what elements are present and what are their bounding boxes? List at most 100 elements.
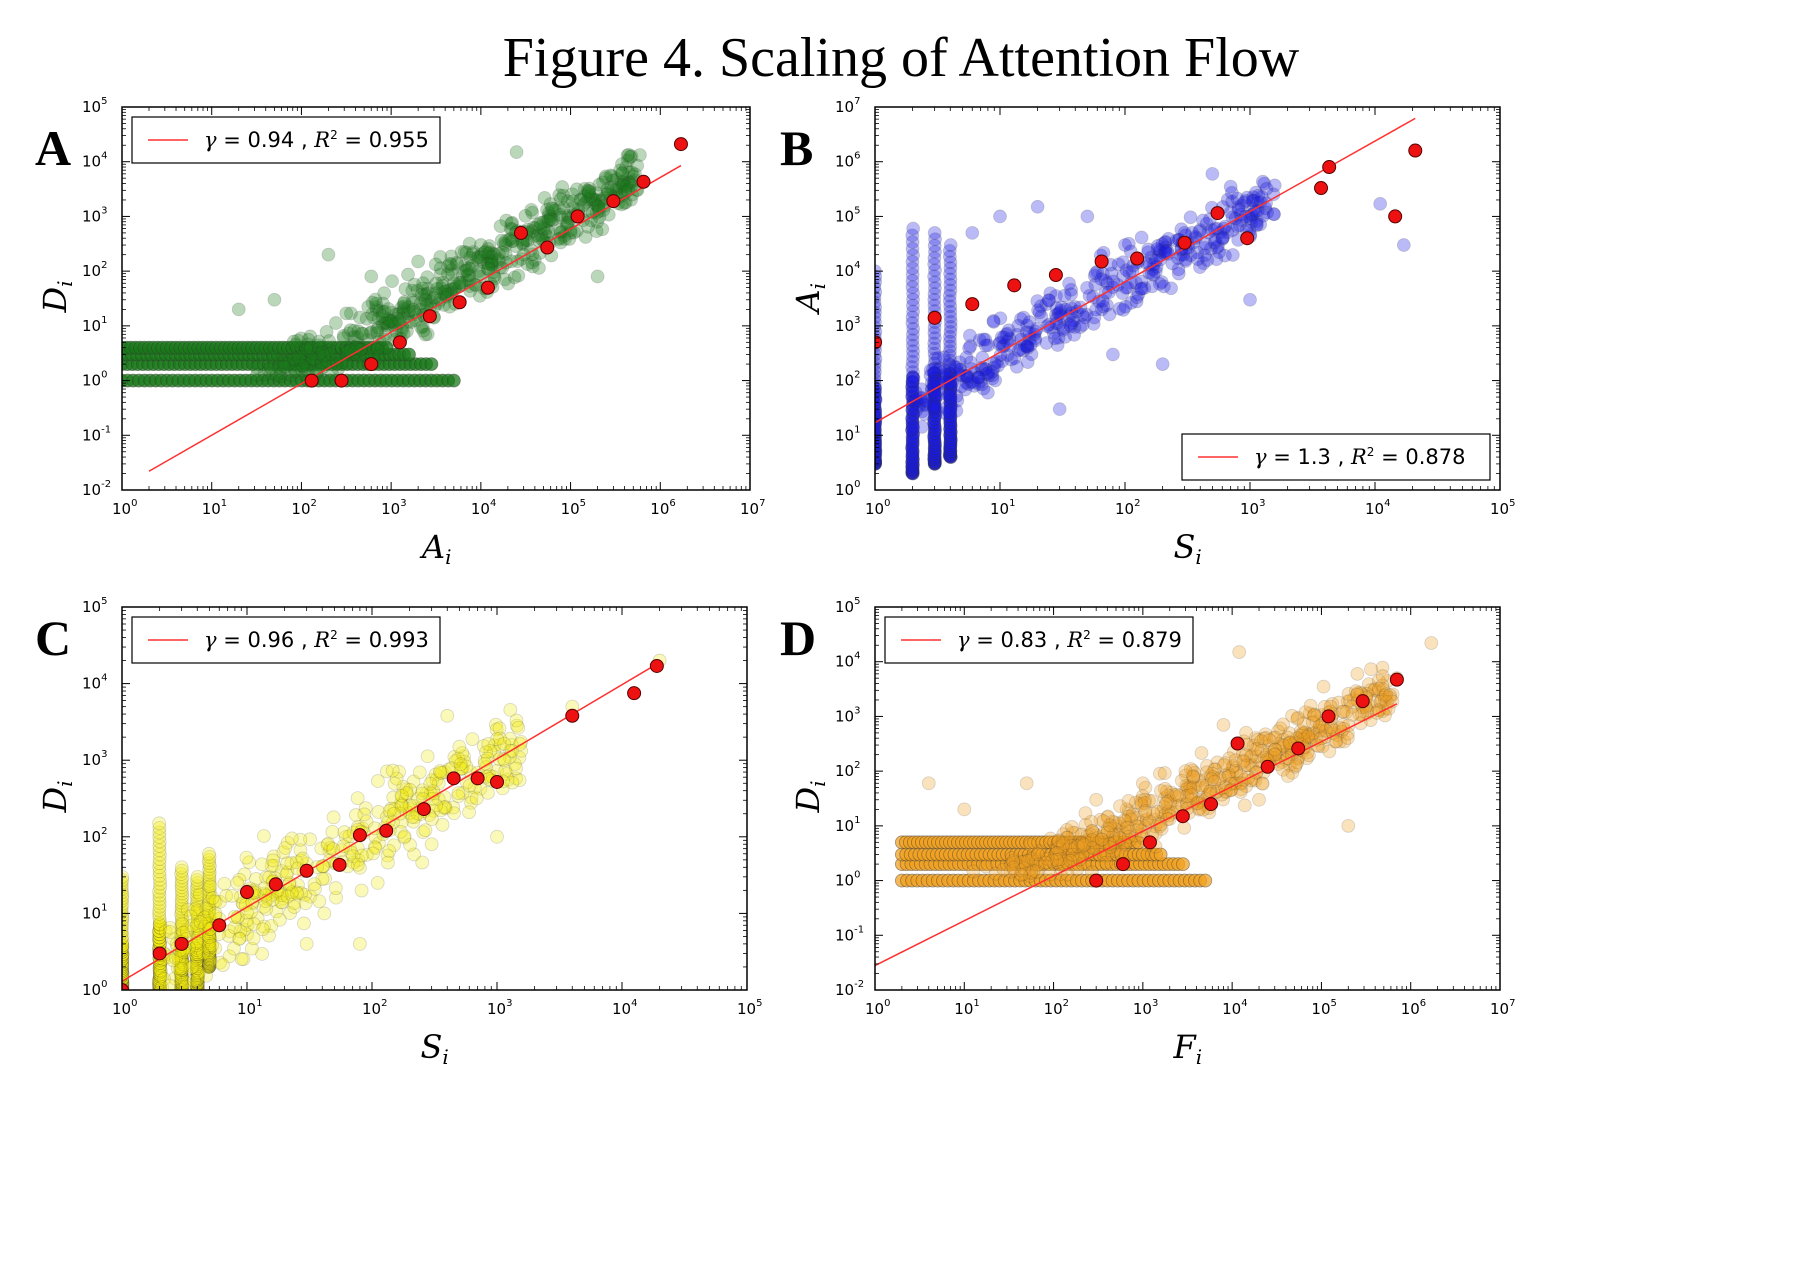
- scatter-point: [618, 160, 633, 175]
- panel-letter: D: [780, 610, 816, 666]
- scatter-point: [1249, 218, 1264, 233]
- scatter-point: [928, 263, 942, 278]
- scatter-point: [376, 296, 390, 311]
- scatter-point: [624, 149, 639, 164]
- scatter-point: [273, 361, 288, 376]
- scatter-points: [875, 166, 1411, 481]
- scatter-point: [1305, 715, 1320, 730]
- scatter-point: [972, 333, 987, 348]
- scatter-point: [502, 232, 517, 247]
- scatter-point: [188, 947, 203, 961]
- scatter-point: [918, 397, 932, 412]
- binned-point: [565, 708, 580, 723]
- scatter-point: [202, 873, 217, 888]
- scatter-point: [337, 825, 352, 839]
- scatter-point: [402, 806, 417, 821]
- scatter-point: [152, 903, 167, 918]
- scatter-point: [906, 371, 921, 386]
- scatter-point: [221, 929, 236, 943]
- scatter-point: [462, 268, 476, 283]
- scatter-point: [402, 347, 416, 362]
- scatter-point: [1177, 820, 1192, 835]
- scatter-point: [1288, 758, 1303, 772]
- scatter-point: [927, 257, 942, 272]
- scatter-point: [560, 194, 575, 209]
- scatter-point: [369, 323, 384, 338]
- y-tick-label: 10-1: [82, 424, 111, 444]
- scatter-point: [1014, 312, 1028, 326]
- scatter-point: [280, 835, 295, 850]
- scatter-point: [418, 292, 433, 307]
- scatter-point: [222, 949, 237, 964]
- scatter-point: [927, 356, 942, 371]
- scatter-point: [190, 899, 205, 914]
- scatter-point: [1041, 293, 1056, 308]
- scatter-point: [976, 332, 991, 347]
- x-tick-label: 104: [612, 998, 637, 1018]
- scatter-point: [396, 299, 411, 314]
- scatter-point: [438, 284, 452, 299]
- scatter-point: [537, 191, 552, 205]
- scatter-point: [964, 374, 979, 389]
- scatter-point: [590, 214, 605, 229]
- scatter-point: [455, 786, 470, 800]
- scatter-point: [153, 880, 168, 895]
- scatter-point: [266, 853, 280, 868]
- scatter-point: [915, 404, 930, 419]
- scatter-point: [525, 259, 540, 274]
- scatter-point: [618, 182, 632, 197]
- scatter-point: [321, 836, 336, 851]
- binned-point: [1388, 209, 1403, 224]
- scatter-point: [543, 212, 558, 226]
- scatter-point: [152, 910, 167, 925]
- scatter-point: [278, 840, 293, 855]
- scatter-point: [190, 908, 205, 923]
- scatter-point: [917, 407, 932, 421]
- scatter-point: [1020, 355, 1035, 369]
- scatter-point: [1153, 252, 1168, 267]
- scatter-point: [428, 286, 443, 301]
- scatter-point: [1034, 309, 1049, 324]
- scatter-point: [1373, 196, 1388, 211]
- scatter-point: [189, 882, 204, 897]
- scatter-point: [530, 228, 545, 243]
- scatter-point: [158, 924, 173, 939]
- scatter-point: [152, 839, 167, 853]
- scatter-point: [1080, 209, 1095, 224]
- scatter-point: [1345, 707, 1360, 722]
- scatter-point: [271, 360, 286, 375]
- scatter-point: [927, 269, 942, 284]
- plot-frame: [874, 106, 1501, 491]
- scatter-point: [276, 891, 290, 906]
- scatter-point: [1150, 238, 1165, 253]
- scatter-point: [180, 902, 195, 917]
- legend-label: γ = 1.3 , R2 = 0.878: [1254, 445, 1465, 469]
- scatter-point: [1042, 293, 1056, 308]
- scatter-point: [283, 368, 298, 382]
- scatter-point: [466, 245, 481, 259]
- scatter-point: [264, 858, 279, 873]
- scatter-point: [382, 804, 397, 818]
- scatter-point: [1054, 300, 1069, 315]
- scatter-point: [339, 345, 354, 360]
- scatter-point: [298, 896, 313, 911]
- scatter-point: [482, 239, 497, 253]
- scatter-point: [927, 399, 942, 414]
- legend-label: γ = 0.94 , R2 = 0.955: [204, 128, 429, 152]
- scatter-point: [973, 374, 988, 389]
- scatter-point: [208, 906, 223, 921]
- scatter-point: [259, 902, 274, 916]
- scatter-point: [1316, 679, 1331, 694]
- scatter-point: [278, 360, 293, 375]
- scatter-point: [284, 831, 299, 846]
- scatter-point: [581, 192, 595, 207]
- scatter-point: [624, 165, 639, 180]
- scatter-point: [476, 255, 491, 270]
- scatter-point: [1243, 211, 1258, 226]
- scatter-point: [453, 757, 468, 772]
- scatter-point: [1150, 242, 1165, 256]
- scatter-point: [322, 334, 336, 348]
- scatter-point: [942, 288, 957, 303]
- scatter-point: [483, 744, 498, 758]
- scatter-point: [958, 382, 973, 397]
